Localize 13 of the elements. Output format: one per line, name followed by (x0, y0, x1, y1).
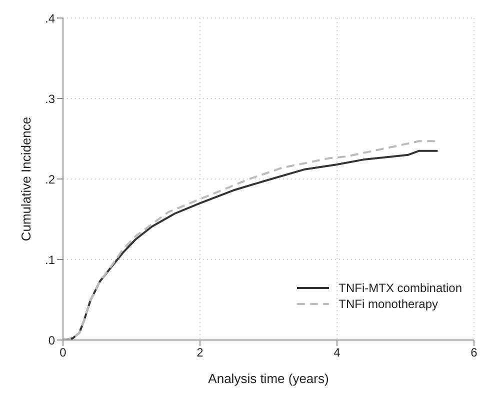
y-tick-label: .4 (44, 11, 56, 26)
y-tick-label: .1 (44, 252, 56, 267)
x-tick-label: 6 (470, 346, 478, 360)
y-axis-title: Cumulative Incidence (18, 116, 34, 242)
x-tick-label: 0 (60, 346, 67, 360)
x-tick-label: 2 (196, 346, 204, 360)
x-tick-label: 4 (334, 346, 341, 360)
y-tick-label: .3 (44, 92, 56, 106)
legend-label: TNFi-MTX combination (338, 281, 462, 295)
legend-label: TNFi monotherapy (338, 297, 438, 311)
y-tick-label: 0 (48, 333, 56, 348)
y-tick-label: .2 (44, 172, 56, 186)
x-axis-title: Analysis time (years) (208, 371, 329, 386)
